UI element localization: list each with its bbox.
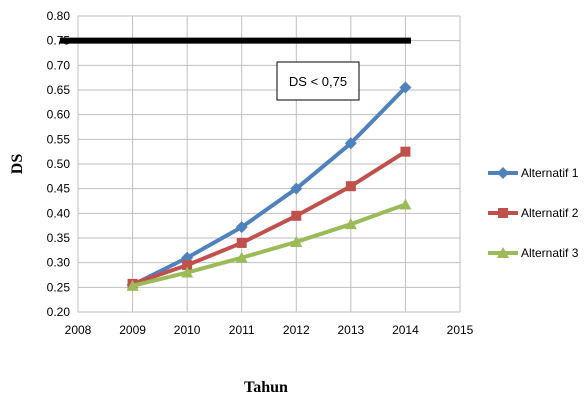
x-tick-label: 2011 xyxy=(229,323,255,337)
series-3-point xyxy=(399,198,412,210)
legend-item-2: Alternatif 2 xyxy=(488,206,579,220)
series-1-line xyxy=(131,86,407,287)
y-tick-label: 0.80 xyxy=(47,9,71,23)
series-2-line xyxy=(131,149,407,286)
series-1-point xyxy=(290,182,303,195)
y-tick-label: 0.60 xyxy=(47,108,71,122)
y-tick-label: 0.30 xyxy=(47,256,71,270)
series-2-point xyxy=(182,260,193,271)
series-3 xyxy=(126,198,412,291)
y-tick-label: 0.50 xyxy=(47,157,71,171)
x-tick-label: 2015 xyxy=(447,323,474,337)
series-3-point xyxy=(126,279,139,291)
annotation-frame xyxy=(276,61,360,101)
series-1-point xyxy=(344,137,357,150)
series-2-point xyxy=(400,146,411,157)
legend-swatch-marker xyxy=(498,208,508,218)
legend-label: Alternatif 3 xyxy=(521,246,579,260)
y-tick-label: 0.70 xyxy=(47,58,71,72)
legend-swatch-marker xyxy=(497,167,509,179)
series-2-point xyxy=(291,210,302,221)
x-axis-title: Tahun xyxy=(244,379,288,396)
series-2-point xyxy=(345,181,356,192)
series-3-point xyxy=(181,266,194,278)
series-3-point xyxy=(290,235,303,247)
legend-label: Alternatif 2 xyxy=(521,206,579,220)
x-tick-labels: 2008 2009 2010 2011 2012 2013 2014 2015 xyxy=(65,323,474,337)
legend-item-3: Alternatif 3 xyxy=(488,246,579,260)
y-tick-label: 0.45 xyxy=(47,182,71,196)
series-3-line xyxy=(132,202,407,288)
series-3-point xyxy=(344,218,357,230)
series-1-point xyxy=(399,81,412,94)
grid-lines xyxy=(77,15,461,313)
y-tick-label: 0.20 xyxy=(47,305,71,319)
y-tick-label: 0.75 xyxy=(47,34,71,48)
x-tick-label: 2012 xyxy=(283,323,310,337)
series-3-point xyxy=(235,251,248,263)
legend-label: Alternatif 1 xyxy=(521,166,579,180)
x-tick-label: 2009 xyxy=(119,323,146,337)
y-tick-label: 0.25 xyxy=(47,280,71,294)
y-tick-labels: 0.20 0.25 0.30 0.35 0.40 0.45 0.50 0.55 0.60 0.65… xyxy=(47,9,71,319)
x-tick-label: 2013 xyxy=(338,323,365,337)
legend-swatch-marker xyxy=(497,247,509,258)
y-tick-label: 0.55 xyxy=(47,132,71,146)
series-1-point xyxy=(235,221,248,234)
series-2-point xyxy=(236,237,247,248)
series-layer xyxy=(126,81,412,291)
y-tick-label: 0.65 xyxy=(47,83,71,97)
x-tick-label: 2014 xyxy=(392,323,419,337)
annotation-box: DS < 0,75 xyxy=(276,61,360,101)
legend: Alternatif 1 Alternatif 2 Alternatif 3 xyxy=(488,166,579,260)
y-tick-label: 0.35 xyxy=(47,231,71,245)
x-tick-label: 2010 xyxy=(174,323,201,337)
series-1 xyxy=(126,81,412,291)
x-tick-label: 2008 xyxy=(65,323,92,337)
legend-item-1: Alternatif 1 xyxy=(488,166,579,180)
annotation-text: DS < 0,75 xyxy=(289,74,347,89)
y-axis-title: DS xyxy=(9,154,26,175)
y-tick-label: 0.40 xyxy=(47,206,71,220)
